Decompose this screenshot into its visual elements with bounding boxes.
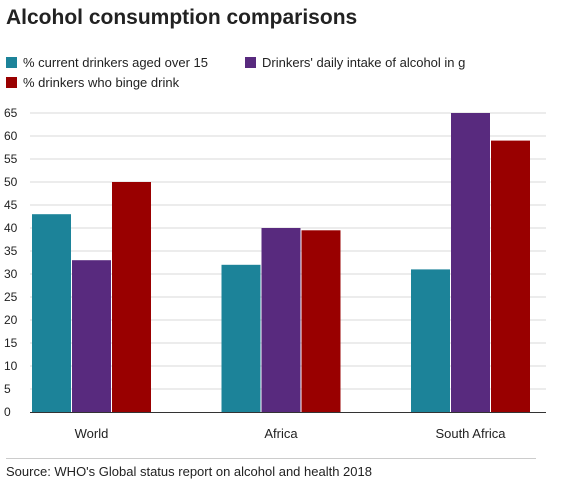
bar — [72, 260, 111, 412]
y-tick-label: 5 — [4, 382, 11, 396]
y-tick-label: 65 — [4, 106, 18, 120]
y-tick-label: 15 — [4, 336, 18, 350]
x-category-label: South Africa — [435, 426, 506, 441]
y-tick-label: 50 — [4, 175, 18, 189]
legend-swatch-current-drinkers — [6, 57, 17, 68]
y-tick-label: 40 — [4, 221, 18, 235]
bar — [112, 182, 151, 412]
bar — [451, 113, 490, 412]
legend-label-daily-intake: Drinkers' daily intake of alcohol in g — [262, 55, 466, 70]
x-category-label: World — [75, 426, 109, 441]
y-tick-label: 60 — [4, 129, 18, 143]
y-tick-label: 55 — [4, 152, 18, 166]
y-tick-label: 25 — [4, 290, 18, 304]
bar — [261, 228, 301, 412]
legend-label-current-drinkers: % current drinkers aged over 15 — [23, 55, 208, 70]
legend-item-current-drinkers: % current drinkers aged over 15 — [6, 55, 208, 70]
chart-title: Alcohol consumption comparisons — [6, 6, 358, 29]
y-tick-label: 45 — [4, 198, 18, 212]
bar — [491, 140, 530, 412]
source-divider — [6, 458, 536, 459]
legend-swatch-daily-intake — [245, 57, 256, 68]
y-tick-label: 0 — [4, 405, 11, 419]
bar — [411, 269, 450, 412]
y-tick-label: 20 — [4, 313, 18, 327]
y-tick-label: 35 — [4, 244, 18, 258]
legend-item-binge-drink: % drinkers who binge drink — [6, 75, 179, 90]
source-note: Source: WHO's Global status report on al… — [6, 464, 372, 479]
legend-item-daily-intake: Drinkers' daily intake of alcohol in g — [245, 55, 465, 70]
x-category-label: Africa — [264, 426, 298, 441]
y-tick-label: 30 — [4, 267, 18, 281]
legend-swatch-binge-drink — [6, 77, 17, 88]
legend-label-binge-drink: % drinkers who binge drink — [23, 75, 180, 90]
bar — [221, 264, 261, 412]
bar — [32, 214, 71, 412]
bar — [301, 230, 341, 412]
y-tick-label: 10 — [4, 359, 18, 373]
